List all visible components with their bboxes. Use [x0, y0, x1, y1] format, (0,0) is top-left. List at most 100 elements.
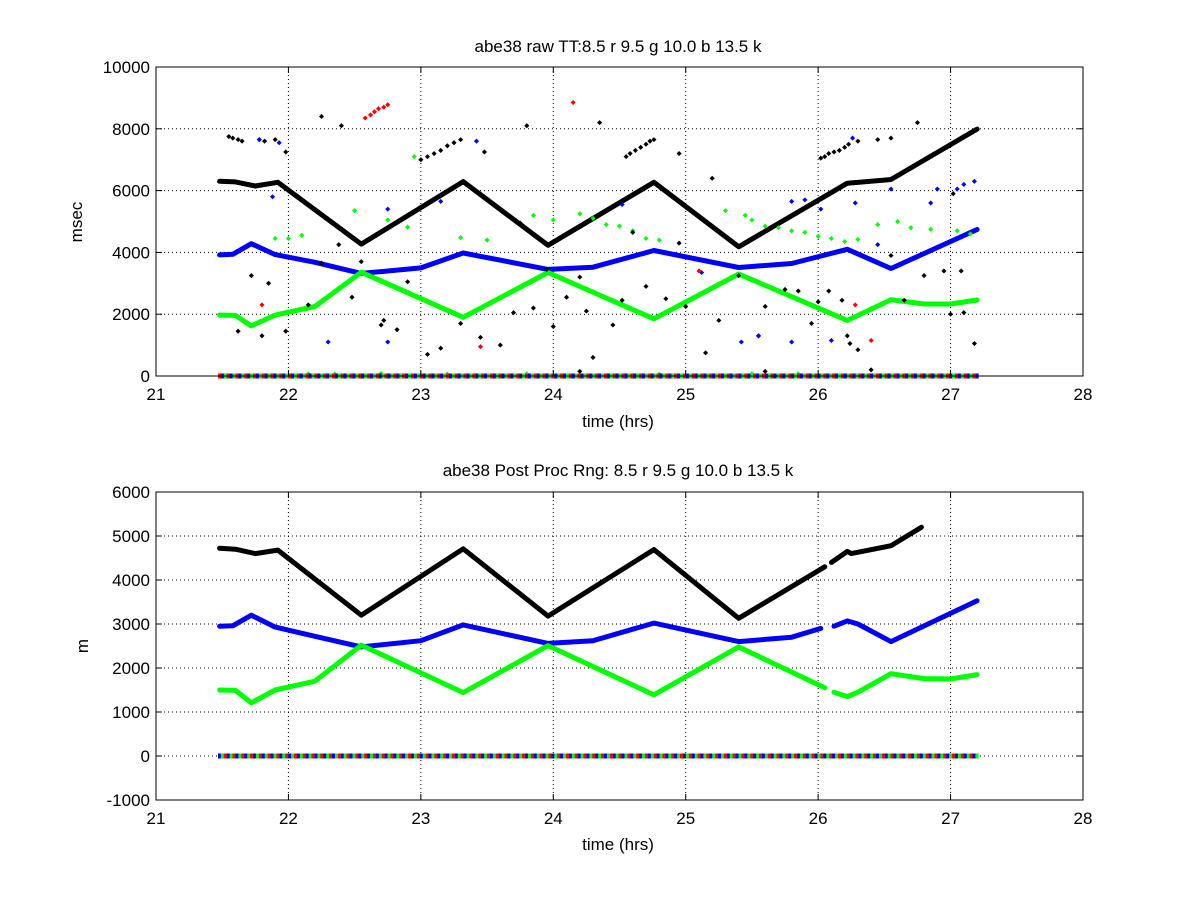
bottom-chart-series-6-baseline-marker	[405, 753, 409, 759]
bottom-chart-series-6-baseline-marker	[884, 753, 888, 759]
top-chart-series-3-point	[815, 233, 821, 239]
top-chart-title: abe38 raw TT:8.5 r 9.5 g 10.0 b 13.5 k	[475, 37, 762, 56]
top-chart-series-4-point	[497, 342, 503, 348]
bottom-chart-series-6-baseline-marker	[527, 753, 532, 759]
bottom-chart-series-6-baseline-marker	[571, 753, 576, 759]
bottom-chart-y-tick-label: 0	[141, 747, 150, 766]
top-chart-series-4-point	[230, 135, 236, 141]
bottom-chart-series-6-baseline-marker	[548, 753, 552, 759]
top-chart-y-tick-label: 8000	[112, 120, 150, 139]
bottom-chart-series-6-baseline-marker	[653, 753, 657, 759]
bottom-chart-series-6-baseline-marker	[332, 753, 336, 759]
bottom-chart-series-6-baseline-marker	[317, 753, 321, 759]
bottom-chart-series-6-baseline-marker	[723, 753, 728, 759]
bottom-chart-series-6-baseline-marker	[264, 753, 268, 759]
bottom-chart-series-6-baseline-marker	[633, 753, 637, 759]
bottom-chart-series-6-baseline-marker	[647, 753, 652, 759]
top-chart-series-4-point	[762, 303, 768, 310]
bottom-chart-series-6-baseline-marker	[498, 753, 502, 759]
top-chart-series-5-point	[954, 186, 960, 192]
bottom-chart-series-6-baseline-marker	[223, 753, 228, 759]
bottom-chart-series-6-baseline-marker	[443, 753, 447, 759]
bottom-chart-series-6-baseline-marker	[943, 753, 947, 759]
bottom-chart-series-6-baseline-marker	[864, 753, 868, 759]
bottom-chart-series-6-baseline-marker	[247, 753, 251, 759]
bottom-chart-series-6-baseline-marker	[422, 753, 426, 759]
bottom-chart-series-6-baseline-marker	[876, 753, 880, 759]
bottom-chart-series-6-baseline-marker	[782, 753, 786, 759]
bottom-chart-series-6-baseline-marker	[563, 753, 567, 759]
bottom-chart-series-2-line	[217, 612, 824, 650]
top-chart-series-4-point	[262, 138, 268, 144]
bottom-chart-series-6-baseline-marker	[867, 753, 871, 759]
bottom-chart-series-6-baseline-marker	[662, 753, 666, 759]
bottom-chart-series-6-baseline-marker	[296, 753, 301, 759]
bottom-chart-series-6-baseline-marker	[545, 753, 549, 759]
bottom-chart-series-6-baseline-marker	[826, 753, 830, 759]
top-chart-series-3-point	[385, 217, 391, 223]
bottom-chart-series-6-baseline-marker	[808, 753, 812, 759]
bottom-chart-series-6-baseline-marker	[305, 753, 309, 759]
top-chart-series-4-point	[458, 320, 464, 327]
bottom-chart-series-6-baseline-marker	[542, 753, 546, 759]
bottom-chart-series-6-baseline-marker	[367, 753, 371, 759]
bottom-chart-series-6-baseline-marker	[302, 753, 306, 759]
bottom-chart-series-6-baseline-marker	[946, 753, 950, 759]
bottom-chart-series-6-baseline-marker	[788, 753, 792, 759]
top-chart-series-5-point	[473, 138, 480, 144]
bottom-chart-series-6-baseline-marker	[226, 753, 230, 759]
top-chart-series-4-point	[318, 260, 325, 266]
bottom-chart-series-6-baseline-marker	[519, 753, 523, 759]
bottom-chart-series-6-baseline-marker	[952, 753, 956, 759]
bottom-chart-series-6-baseline-marker	[840, 753, 845, 759]
bottom-chart-series-6-baseline-marker	[472, 753, 476, 759]
bottom-chart-series-6-baseline-marker	[671, 753, 675, 759]
bottom-chart-series-6-baseline-marker	[451, 753, 456, 759]
bottom-chart-series-6-baseline-marker	[732, 753, 736, 759]
bottom-chart-series-6-baseline-marker	[852, 753, 856, 759]
bottom-chart-series-6-baseline-marker	[393, 753, 397, 759]
bottom-chart-x-tick-label: 21	[147, 809, 166, 828]
bottom-chart-series-6-baseline-marker	[966, 753, 970, 759]
bottom-chart-y-tick-label: 4000	[112, 571, 150, 590]
bottom-chart-series-6-baseline-marker	[843, 753, 848, 759]
bottom-chart-series-6-baseline-marker	[390, 753, 394, 759]
bottom-chart-series-6-baseline-marker	[384, 753, 388, 759]
bottom-chart-x-tick-label: 25	[676, 809, 695, 828]
bottom-chart-series-6-baseline-marker	[744, 753, 748, 759]
bottom-chart-series-6-baseline-marker	[299, 753, 304, 759]
bottom-chart-series-6-baseline-marker	[829, 753, 833, 759]
bottom-chart-series-6-baseline-marker	[797, 753, 801, 759]
bottom-chart-series-6-baseline-marker	[712, 753, 716, 759]
bottom-chart-series-6-baseline-marker	[504, 753, 508, 759]
bottom-chart-series-6-baseline-marker	[759, 753, 763, 759]
bottom-chart-series-6-baseline-marker	[276, 753, 280, 759]
bottom-chart-axes-frame	[155, 491, 1084, 801]
bottom-chart-series-6-baseline-marker	[253, 753, 257, 759]
bottom-chart-series-6-baseline-marker	[457, 753, 461, 759]
bottom-chart-series-6-baseline-marker	[650, 753, 655, 759]
top-chart-series-4-point	[550, 324, 556, 330]
bottom-chart-series-6-baseline-marker	[258, 753, 263, 759]
bottom-chart-series-6-baseline-marker	[396, 753, 400, 759]
top-chart-series-5-point	[385, 206, 391, 212]
bottom-chart-series-6-baseline-marker	[715, 753, 719, 759]
bottom-chart-series-6-baseline-marker	[975, 753, 979, 759]
bottom-chart-ylabel: m	[73, 639, 92, 653]
bottom-chart-series-6-baseline-marker	[463, 753, 467, 759]
top-chart-x-tick-label: 28	[1074, 385, 1093, 404]
bottom-chart-series-6-baseline-marker	[685, 753, 690, 759]
bottom-chart-series-6-baseline-marker	[352, 753, 356, 759]
bottom-chart-series-6-baseline-marker	[270, 753, 274, 759]
bottom-chart-series-6-baseline-marker	[484, 753, 488, 759]
top-chart-series-4-point	[847, 341, 853, 347]
bottom-chart-series-6-baseline-marker	[495, 753, 500, 759]
bottom-chart-series-1-line	[828, 524, 924, 565]
bottom-chart-series-6-baseline-marker	[949, 753, 953, 759]
bottom-chart-series-6-baseline-marker	[329, 753, 333, 759]
top-chart-series-4-point	[266, 280, 272, 286]
bottom-chart-series-6-baseline-marker	[934, 753, 938, 759]
top-chart-series-4-point	[632, 147, 638, 153]
bottom-chart-series-6-baseline-marker	[925, 753, 929, 759]
bottom-chart-series-6-baseline-marker	[659, 753, 663, 759]
